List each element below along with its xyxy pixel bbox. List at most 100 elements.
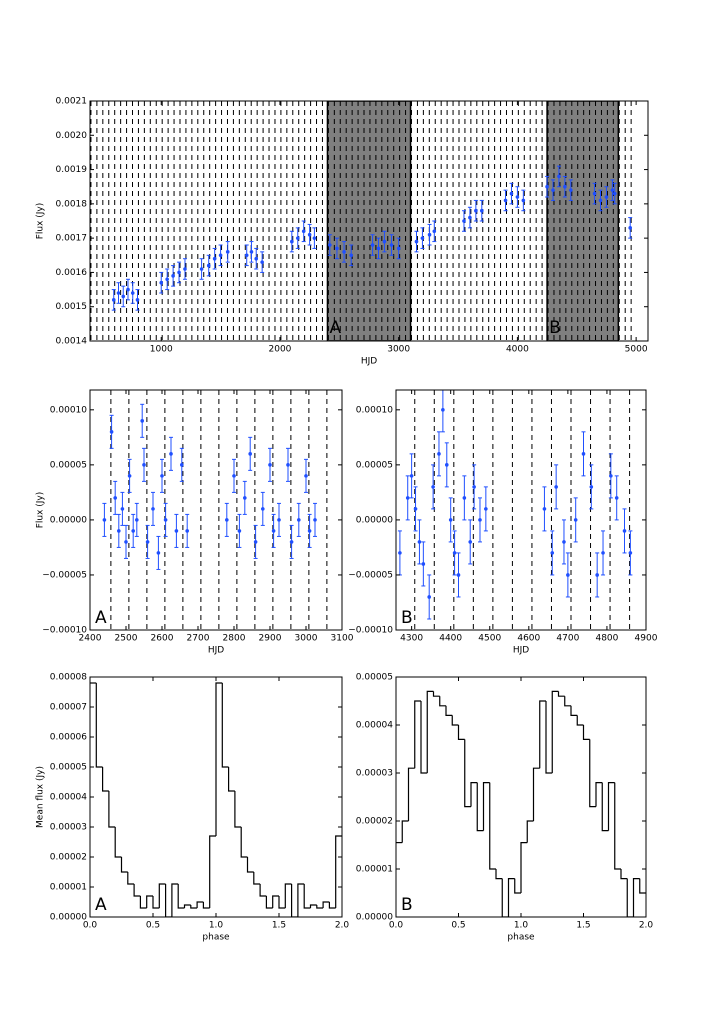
step (297, 883, 305, 917)
step (620, 869, 628, 880)
point (566, 573, 570, 577)
x-tick-label: 1.0 (209, 921, 224, 931)
point (376, 246, 381, 251)
point (225, 518, 229, 522)
x-tick-label: 2600 (151, 634, 174, 644)
point (131, 529, 135, 533)
point (462, 496, 467, 500)
x-axis-label: HJD (513, 646, 529, 656)
point (479, 208, 484, 213)
point (301, 229, 306, 234)
plot-area (90, 101, 633, 341)
panel: 1000 2000 3000 4000 5000 0.0014 0.0015 0.0016 0.… (36, 97, 649, 367)
point (628, 226, 632, 230)
x-tick-label: 2800 (223, 634, 246, 644)
y-tick-label: 0.0015 (56, 302, 88, 312)
point (503, 198, 508, 203)
step (432, 691, 440, 697)
point (427, 595, 432, 599)
point (398, 551, 402, 555)
point (297, 518, 301, 522)
point (109, 430, 114, 434)
point (452, 551, 457, 555)
point (589, 485, 594, 489)
point (468, 215, 472, 220)
y-tick-label: 0.00000 (356, 913, 393, 923)
step (601, 782, 609, 832)
step (401, 820, 409, 843)
x-tick-label: 4600 (517, 634, 540, 644)
point (249, 250, 254, 254)
y-tick-label: 0.00000 (50, 515, 87, 525)
step (265, 896, 273, 909)
step (501, 878, 509, 917)
y-axis-label: Flux (Jy) (36, 203, 46, 240)
point (199, 267, 204, 271)
x-tick-label: 0.5 (451, 921, 465, 931)
point (261, 507, 265, 511)
step (595, 782, 603, 807)
point (127, 474, 132, 478)
step (246, 857, 254, 873)
y-tick-label: 0.00001 (356, 865, 393, 875)
step (152, 896, 160, 909)
point (598, 198, 603, 203)
point (484, 507, 488, 511)
point (271, 529, 276, 533)
step (489, 782, 496, 870)
step (328, 902, 336, 909)
step (215, 682, 223, 836)
step (626, 878, 634, 917)
step (545, 701, 553, 774)
step (234, 791, 242, 828)
point (260, 260, 264, 264)
point (622, 529, 627, 533)
x-tick-label: 4300 (400, 634, 423, 644)
point (328, 243, 332, 247)
point (551, 188, 555, 192)
panel: 0.0 0.5 1.0 1.5 2.0 0.00000 0.00001 0.00002 0.00… (36, 673, 350, 943)
point (609, 474, 613, 478)
step (309, 904, 317, 908)
point (206, 263, 211, 268)
panel-label: B (401, 608, 413, 628)
point (472, 485, 476, 489)
point (370, 243, 375, 247)
y-tick-label: 0.00005 (356, 673, 393, 683)
step (284, 883, 292, 908)
point (237, 529, 242, 533)
step (476, 782, 484, 832)
panel-label: B (401, 895, 413, 915)
y-tick-label: 0.0016 (56, 268, 88, 278)
point (573, 518, 578, 522)
x-tick-label: 2900 (259, 634, 282, 644)
step (439, 696, 446, 707)
step (259, 884, 267, 897)
point (140, 419, 144, 423)
point (135, 518, 139, 522)
point (468, 540, 473, 544)
point (581, 452, 586, 456)
point (409, 474, 414, 478)
y-tick-label: −0.00010 (42, 626, 87, 636)
y-tick-label: −0.00005 (348, 570, 393, 580)
span-label: B (549, 318, 561, 338)
x-tick-label: 3000 (295, 634, 318, 644)
step (407, 767, 415, 821)
point (441, 408, 445, 412)
point (165, 277, 169, 282)
step (420, 701, 428, 774)
step (426, 690, 434, 773)
y-tick-label: 0.00002 (356, 817, 393, 827)
step (451, 715, 459, 726)
y-tick-label: 0.00000 (356, 515, 393, 525)
step (414, 700, 421, 769)
point (432, 229, 437, 234)
point (349, 253, 353, 258)
step (539, 700, 546, 769)
point (509, 191, 514, 196)
point (515, 195, 520, 199)
step (183, 904, 191, 908)
step (639, 878, 646, 894)
point (151, 507, 155, 511)
